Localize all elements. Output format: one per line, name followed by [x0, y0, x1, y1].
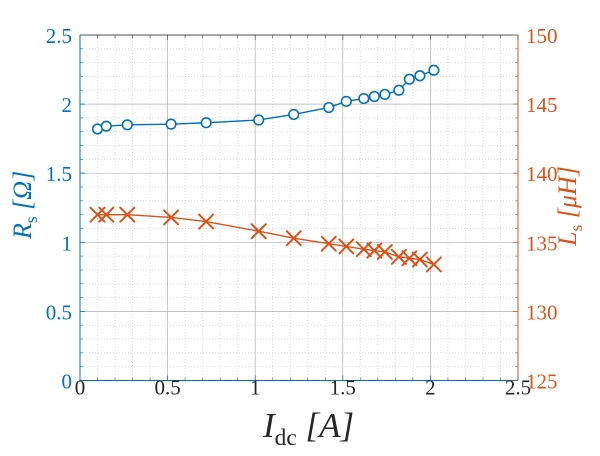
svg-text:1.5: 1.5	[46, 162, 72, 186]
svg-text:0.5: 0.5	[154, 376, 180, 400]
svg-text:2.5: 2.5	[46, 24, 72, 48]
svg-text:0: 0	[62, 370, 73, 394]
svg-text:2: 2	[62, 93, 73, 117]
svg-text:145: 145	[526, 93, 558, 117]
svg-text:1.5: 1.5	[330, 376, 356, 400]
svg-text:0: 0	[75, 376, 86, 400]
svg-text:130: 130	[526, 300, 558, 324]
svg-text:1: 1	[62, 231, 73, 255]
svg-text:0.5: 0.5	[46, 300, 72, 324]
svg-text:150: 150	[526, 24, 558, 48]
svg-text:2: 2	[425, 376, 436, 400]
svg-text:1: 1	[250, 376, 261, 400]
svg-text:125: 125	[526, 370, 558, 394]
